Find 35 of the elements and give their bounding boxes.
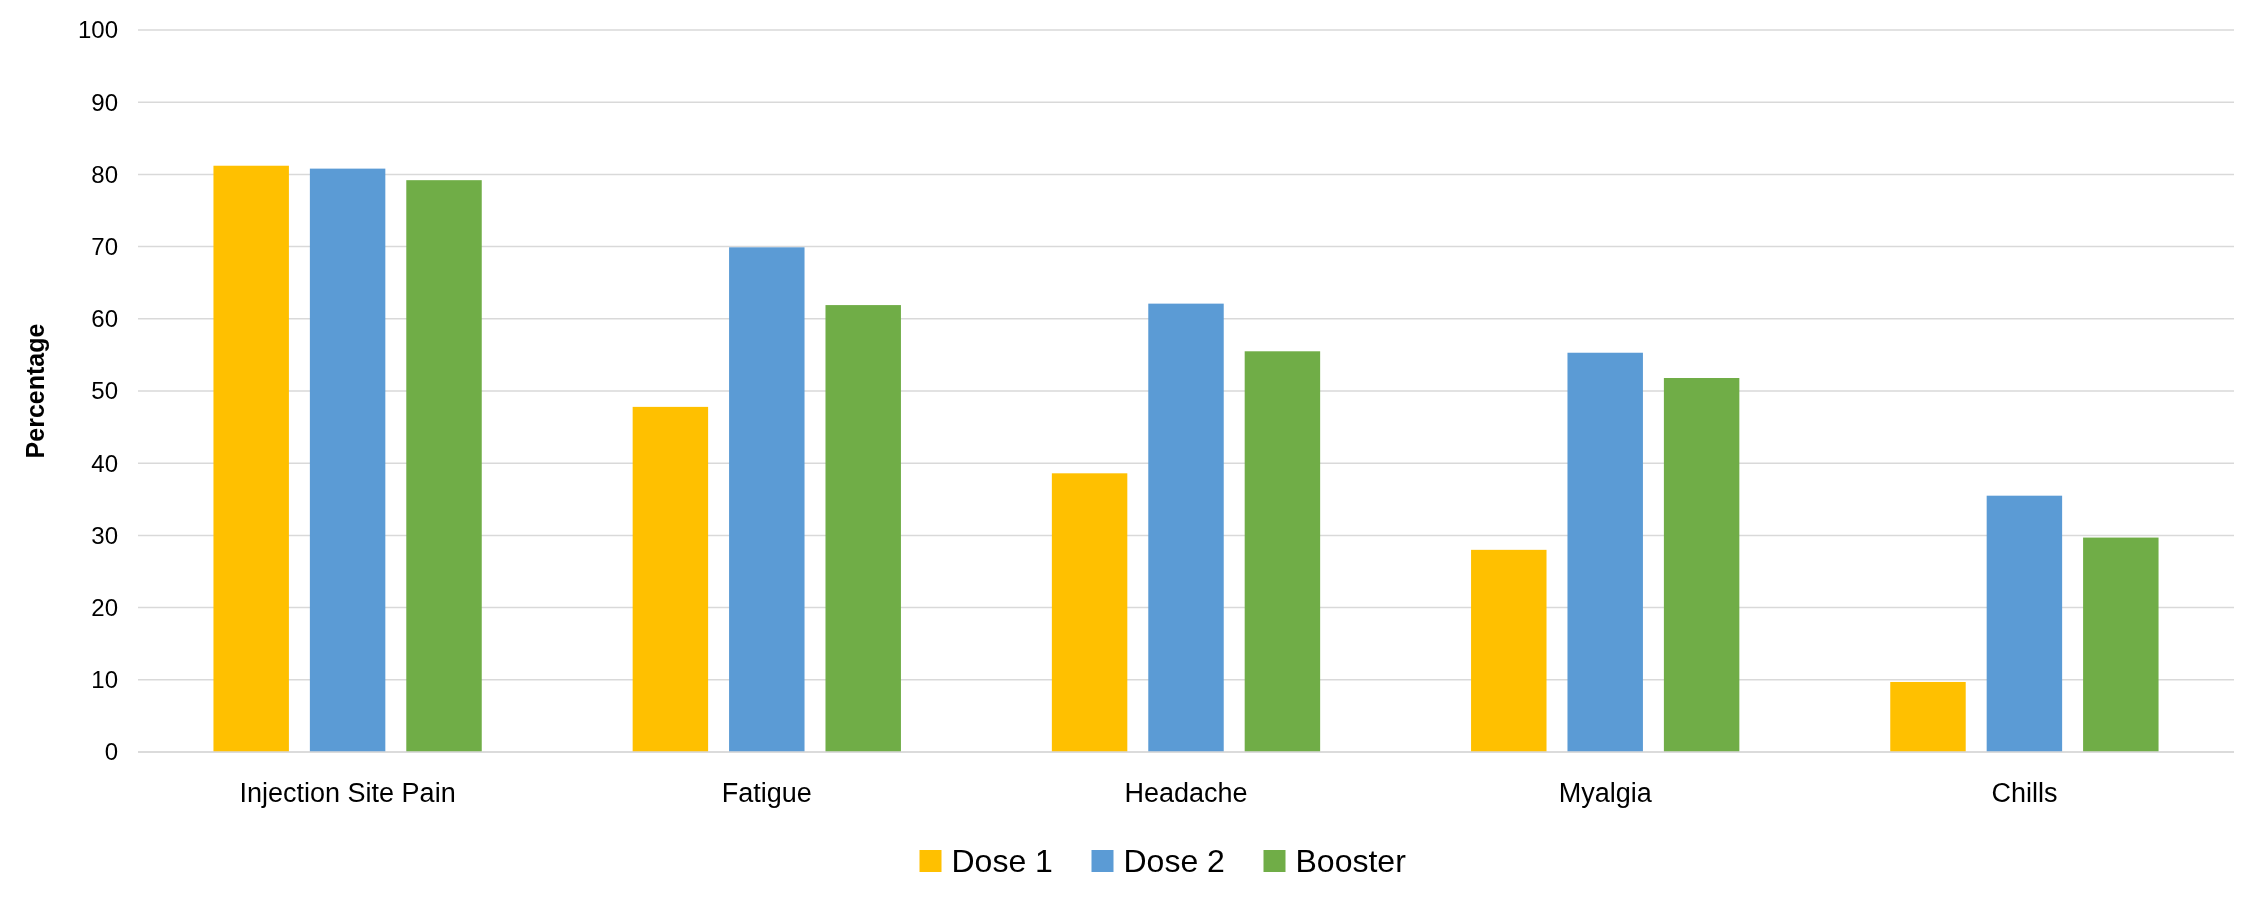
bar [1890,681,1966,752]
bar [1244,351,1321,752]
legend-label: Dose 2 [1123,843,1225,880]
bar [406,180,482,752]
x-tick-label: Myalgia [1558,778,1653,808]
y-tick-label: 0 [104,738,118,766]
x-tick-label: Chills [1991,778,2058,808]
y-tick-label: 40 [91,449,118,477]
y-tick-label: 100 [77,16,118,44]
bar [1148,303,1224,752]
legend-label: Booster [1295,843,1407,880]
bar [1567,352,1643,752]
bar [1471,549,1547,752]
bar [1051,473,1128,752]
x-tick-label: Fatigue [721,778,812,808]
bar [213,165,289,752]
bar [1663,378,1740,752]
bar [632,406,709,752]
bar [729,247,805,752]
y-tick-label: 80 [91,160,118,188]
y-tick-label: 60 [91,305,118,333]
bar [309,168,386,752]
bar [825,305,901,752]
x-tick-label: Headache [1124,778,1248,808]
y-tick-label: 70 [91,233,118,260]
x-tick-label: Injection Site Pain [239,778,456,808]
legend-label: Dose 1 [951,843,1053,880]
y-axis-title: Percentage [21,323,49,459]
bar [1986,495,2063,752]
y-tick-label: 10 [91,666,118,694]
y-tick-label: 50 [91,377,118,405]
y-tick-label: 90 [91,88,118,116]
y-tick-label: 30 [91,521,118,549]
bar [2083,537,2159,752]
y-tick-label: 20 [91,594,118,621]
